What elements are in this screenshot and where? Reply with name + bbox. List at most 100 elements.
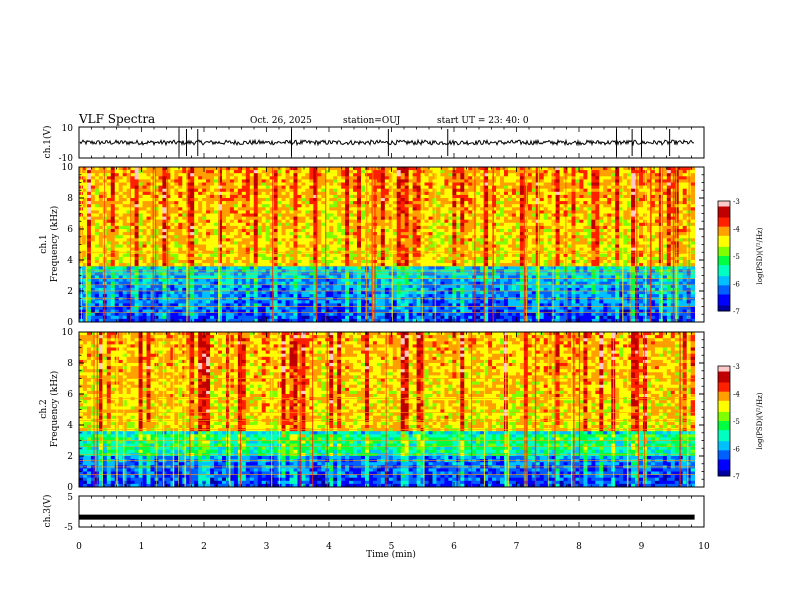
spectrogram-cell bbox=[639, 222, 644, 227]
spectrogram-cell bbox=[122, 247, 128, 252]
spectrogram-cell bbox=[361, 241, 366, 245]
spectrogram-cell bbox=[309, 232, 314, 236]
spectrogram-cell bbox=[404, 207, 410, 211]
spectrogram-cell bbox=[468, 219, 473, 224]
spectrogram-cell bbox=[404, 253, 410, 258]
spectrogram-cell bbox=[257, 263, 263, 267]
spectrogram-cell bbox=[233, 253, 239, 258]
spectrogram-cell bbox=[94, 219, 100, 224]
spectrogram-cell bbox=[571, 244, 576, 248]
spectrogram-cell bbox=[460, 222, 465, 227]
spectrogram-cell bbox=[456, 219, 461, 224]
spectrogram-cell bbox=[186, 232, 191, 236]
spectrogram-cell bbox=[90, 167, 96, 171]
spectrogram-cell bbox=[309, 188, 314, 193]
spectrogram-cell bbox=[345, 235, 350, 239]
spectrogram-cell bbox=[134, 201, 139, 205]
spectrogram-cell bbox=[221, 241, 227, 245]
spectrogram-cell bbox=[500, 182, 505, 186]
spectrogram-cell bbox=[456, 238, 461, 242]
spectrogram-cell bbox=[273, 176, 278, 180]
spectrogram-cell bbox=[639, 207, 644, 211]
spectrogram-cell bbox=[436, 256, 441, 261]
spectrogram-cell bbox=[631, 179, 636, 183]
spectrogram-cell bbox=[325, 198, 330, 202]
spectrogram-cell bbox=[639, 213, 644, 217]
spectrogram-cell bbox=[337, 235, 342, 239]
spectrogram-cell bbox=[202, 247, 207, 252]
spectrogram-cell bbox=[539, 241, 545, 245]
spectrogram-cell bbox=[273, 260, 278, 264]
spectrogram-cell bbox=[428, 247, 433, 252]
spectrogram-cell bbox=[198, 188, 203, 193]
spectrogram-cell bbox=[249, 238, 255, 242]
spectrogram-cell bbox=[456, 176, 461, 180]
spectrogram-cell bbox=[281, 247, 286, 252]
spectrogram-cell bbox=[317, 167, 322, 171]
spectrogram-cell bbox=[218, 198, 223, 202]
spectrogram-cell bbox=[654, 188, 660, 193]
spectrogram-cell bbox=[122, 191, 128, 196]
spectrogram-cell bbox=[678, 167, 684, 171]
spectrogram-cell bbox=[317, 260, 322, 264]
spectrogram-cell bbox=[261, 260, 267, 264]
spectrogram-cell bbox=[448, 263, 453, 267]
spectrogram-cell bbox=[595, 213, 600, 217]
spectrogram-cell bbox=[436, 176, 441, 180]
spectrogram-cell bbox=[412, 247, 417, 252]
spectrogram-cell bbox=[503, 207, 509, 211]
spectrogram-cell bbox=[682, 247, 688, 252]
spectrogram-cell bbox=[559, 222, 564, 227]
spectrogram-cell bbox=[329, 204, 334, 208]
spectrogram-cell bbox=[170, 191, 175, 196]
spectrogram-cell bbox=[114, 204, 120, 208]
spectrogram-cell bbox=[639, 244, 644, 248]
spectrogram-cell bbox=[353, 182, 358, 186]
spectrogram-cell bbox=[496, 179, 501, 183]
spectrogram-cell bbox=[102, 204, 108, 208]
spectrogram-cell bbox=[511, 232, 517, 236]
spectrogram-cell bbox=[440, 201, 445, 205]
spectrogram-cell bbox=[599, 210, 604, 214]
spectrogram-cell bbox=[452, 179, 457, 183]
spectrogram-cell bbox=[527, 244, 533, 248]
spectrogram-cell bbox=[206, 201, 211, 205]
spectrogram-cell bbox=[547, 182, 553, 186]
spectrogram-cell bbox=[138, 191, 143, 196]
spectrogram-cell bbox=[273, 225, 278, 230]
spectrogram-cell bbox=[623, 247, 628, 252]
spectrogram-cell bbox=[202, 219, 207, 224]
spectrogram-cell bbox=[233, 229, 239, 233]
spectrogram-cell bbox=[218, 188, 223, 193]
spectrogram-cell bbox=[285, 210, 290, 214]
spectrogram-cell bbox=[106, 167, 112, 171]
spectrogram-cell bbox=[317, 185, 322, 190]
spectrogram-cell bbox=[488, 235, 493, 239]
spectrogram-cell bbox=[166, 173, 171, 177]
spectrogram-cell bbox=[599, 222, 604, 227]
spectrogram-cell bbox=[444, 238, 449, 242]
spectrogram-cell bbox=[492, 201, 497, 205]
spectrogram-cell bbox=[519, 263, 525, 267]
spectrogram-cell bbox=[420, 225, 425, 230]
spectrogram-cell bbox=[392, 201, 398, 205]
spectrogram-cell bbox=[511, 216, 517, 221]
spectrogram-cell bbox=[603, 185, 608, 190]
spectrogram-cell bbox=[130, 179, 135, 183]
spectrogram-cell bbox=[122, 179, 128, 183]
spectrogram-cell bbox=[607, 222, 612, 227]
spectrogram-cell bbox=[142, 229, 147, 233]
spectrogram-cell bbox=[317, 238, 322, 242]
spectrogram-cell bbox=[273, 213, 278, 217]
spectrogram-cell bbox=[599, 179, 604, 183]
spectrogram-cell bbox=[218, 241, 223, 245]
spectrogram-cell bbox=[388, 213, 394, 217]
spectrogram-cell bbox=[511, 222, 517, 227]
spectrogram-cell bbox=[595, 201, 600, 205]
spectrogram-cell bbox=[198, 216, 203, 221]
spectrogram-cell bbox=[214, 213, 219, 217]
spectrogram-cell bbox=[460, 229, 465, 233]
spectrogram-cell bbox=[106, 170, 112, 174]
spectrogram-cell bbox=[194, 216, 199, 221]
spectrogram-cell bbox=[380, 198, 386, 202]
